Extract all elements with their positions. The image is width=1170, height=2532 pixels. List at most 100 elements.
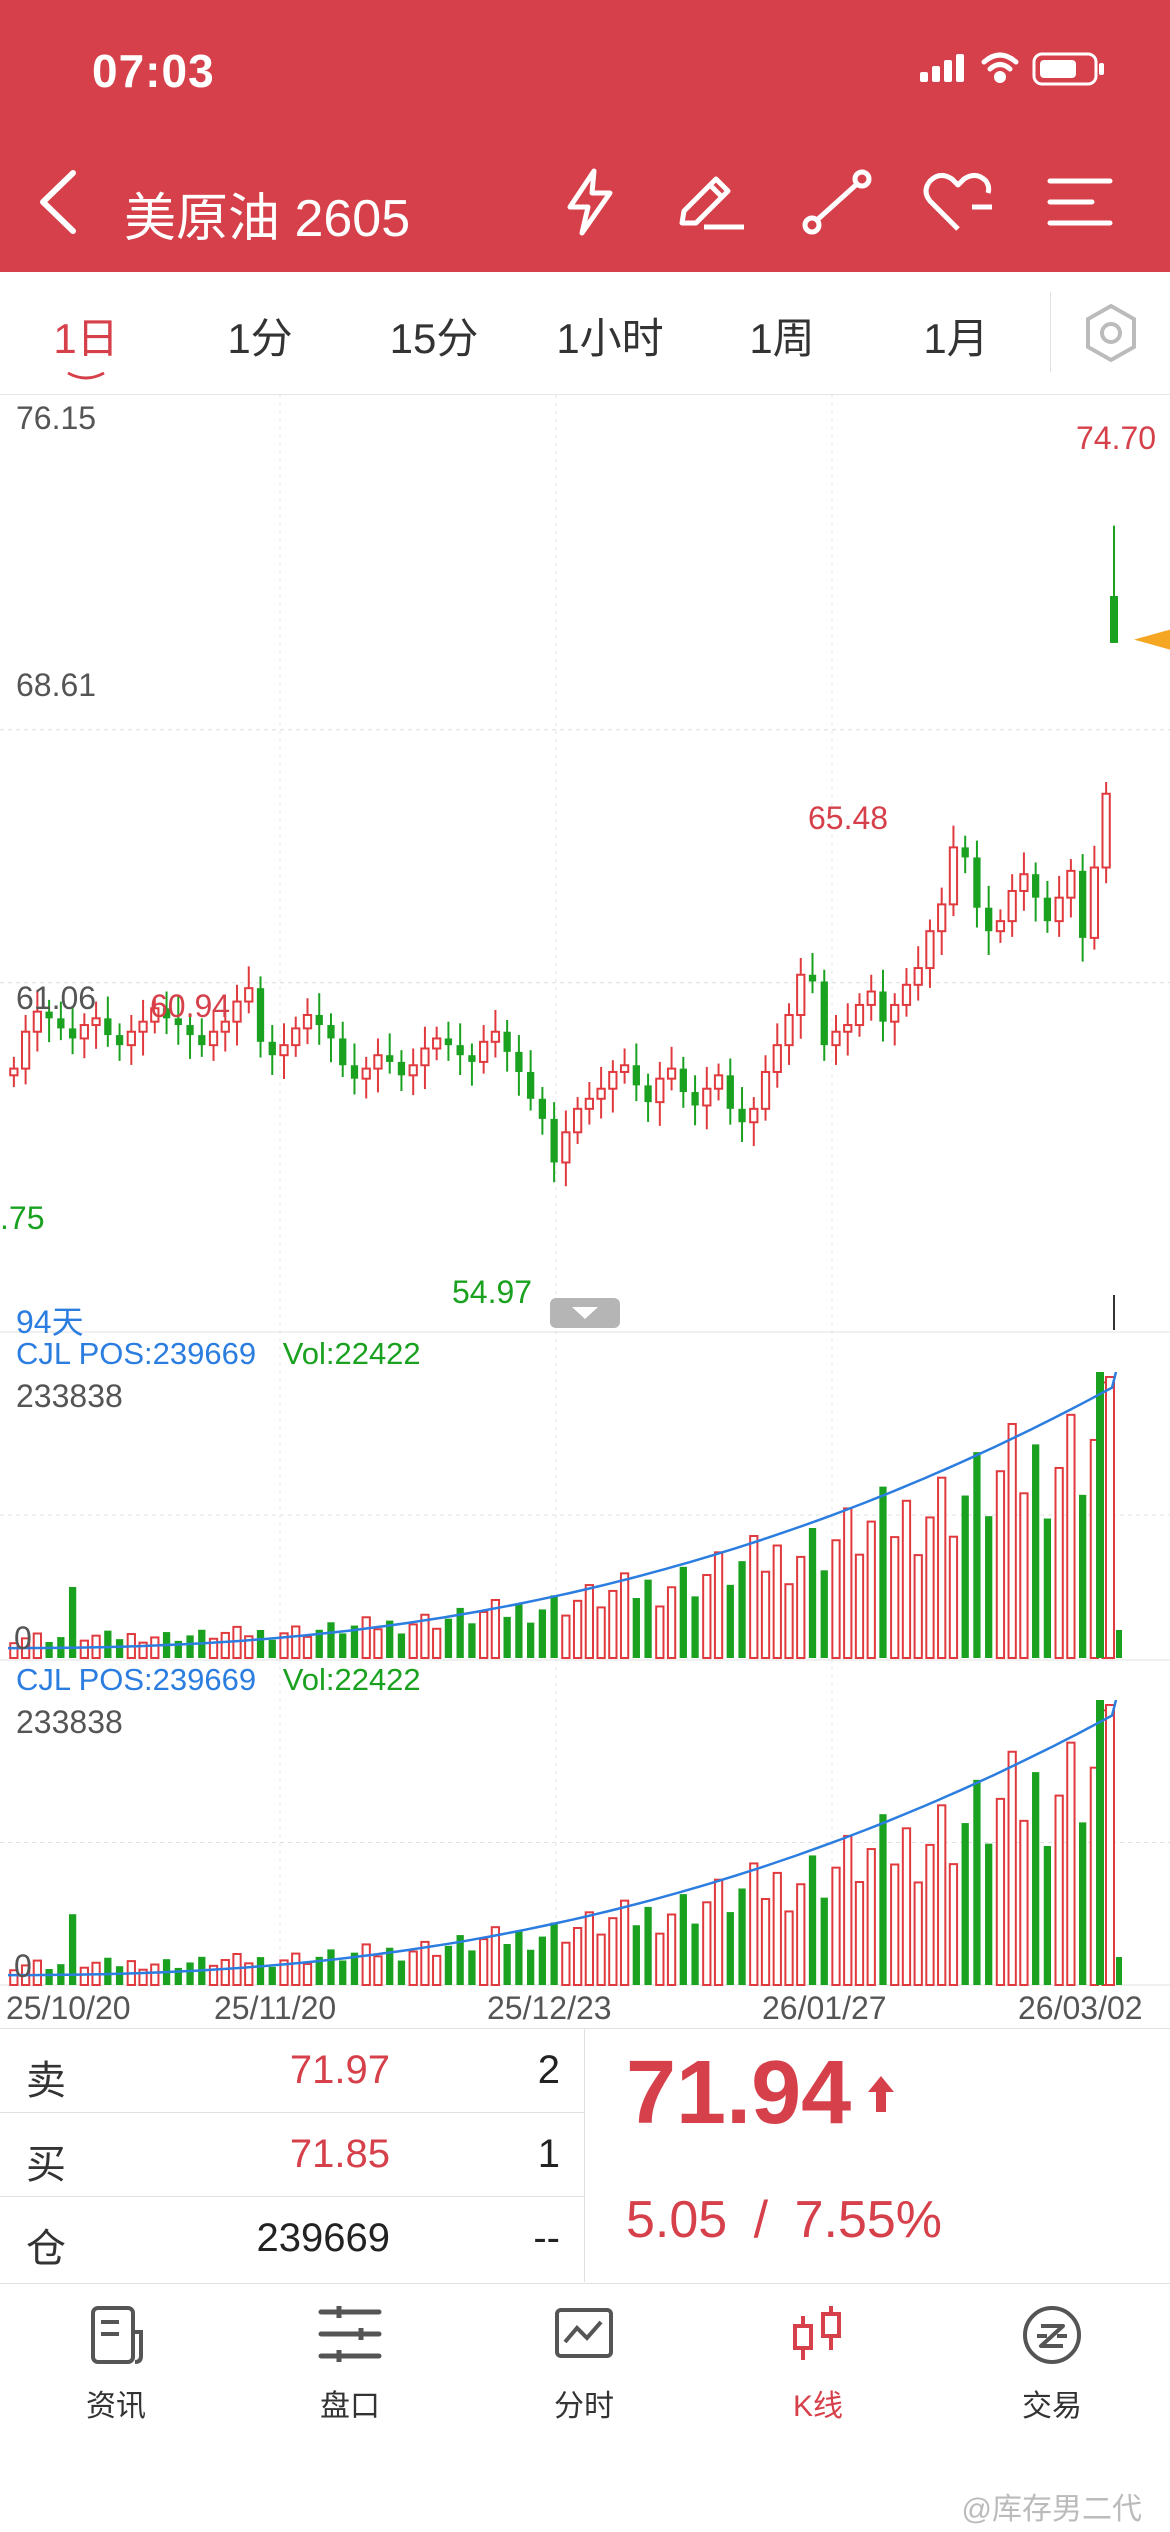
flash-button[interactable]: [550, 162, 630, 242]
tab-period-1d[interactable]: 1日: [53, 315, 119, 362]
volume-bar: [985, 1516, 993, 1658]
volume-bar: [913, 1554, 923, 1660]
volume-bar: [655, 1605, 665, 1660]
candle-up: [79, 1024, 89, 1040]
tab-timeshare[interactable]: 分时: [504, 2302, 664, 2425]
volume-bar: [444, 1945, 453, 1985]
volume-bar: [68, 1914, 77, 1985]
candle-up: [843, 1024, 853, 1033]
volume-bar: [1116, 1957, 1122, 1985]
candle-down: [550, 1118, 558, 1163]
volume-bar: [526, 1622, 535, 1658]
volume-bar: [9, 1642, 19, 1659]
candle-down: [644, 1085, 652, 1103]
candle-down: [45, 1011, 53, 1019]
volume-bar: [315, 1629, 323, 1658]
page-title: 美原油 2605: [124, 190, 411, 248]
volume-bar: [713, 1878, 724, 1986]
line-tool-icon: [802, 169, 872, 235]
tab-period-1w[interactable]: 1周: [749, 315, 815, 362]
period-bar: [0, 272, 1170, 395]
volume-bar: [268, 1639, 276, 1658]
volume-bar: [1007, 1422, 1017, 1660]
volume-bar: [937, 1476, 947, 1659]
volume-bar: [327, 1622, 335, 1658]
volume-bar: [68, 1586, 77, 1658]
tab-period-1m[interactable]: 1分: [227, 315, 293, 362]
tab-news[interactable]: 资讯: [36, 2302, 196, 2425]
volume-bar: [738, 1888, 746, 1985]
tab-kline[interactable]: K线: [738, 2302, 898, 2425]
candle-down: [327, 1025, 335, 1039]
kline-chart[interactable]: [0, 395, 1170, 2025]
volume-bar: [655, 1932, 665, 1987]
candle-up: [361, 1067, 371, 1080]
back-button[interactable]: [18, 162, 98, 242]
candle-up: [91, 1017, 101, 1027]
candle-up: [619, 1064, 630, 1073]
draw-button[interactable]: [672, 162, 752, 242]
candle-up: [948, 846, 959, 906]
candle-down: [268, 1041, 276, 1056]
volume-bar: [890, 1536, 900, 1660]
candle-down: [820, 981, 828, 1046]
tab-period-1h[interactable]: 1小时: [556, 315, 664, 362]
volume-bar: [420, 1940, 430, 1987]
candle-up: [901, 983, 912, 1006]
candle-up: [925, 930, 935, 970]
menu-button[interactable]: [1040, 162, 1120, 242]
candle-down: [115, 1035, 124, 1046]
row-divider: [0, 2112, 584, 2113]
candle-up: [32, 1010, 43, 1033]
candle-down: [57, 1018, 65, 1029]
candle-up: [596, 1087, 606, 1100]
candle-down: [397, 1061, 406, 1076]
tab-label: K线: [792, 2390, 843, 2423]
volume-bar: [644, 1579, 652, 1658]
tab-label: 交易: [1022, 2390, 1082, 2423]
volume-bar: [220, 1959, 230, 1986]
tab-trade[interactable]: 交易: [972, 2302, 1132, 2425]
tab-label: 资讯: [86, 2390, 146, 2423]
candle-down: [350, 1065, 359, 1079]
tab-orderbook[interactable]: 盘口: [270, 2302, 430, 2425]
volume-bar: [373, 1628, 383, 1659]
tab-period-1mo[interactable]: 1月: [923, 315, 989, 362]
sell-label: 卖: [26, 2059, 66, 2103]
volume-bar: [515, 1604, 523, 1658]
candle-down: [104, 1018, 112, 1036]
open-interest-label: 仓: [26, 2227, 66, 2271]
candle-up: [291, 1027, 301, 1047]
days-count-label: 94天: [16, 1304, 84, 1340]
buy-label: 买: [26, 2143, 66, 2187]
volume-bar: [503, 1616, 511, 1658]
candle-up: [890, 1003, 900, 1023]
candle-up: [1054, 896, 1064, 923]
volume-bar: [749, 1535, 759, 1659]
candle-up: [608, 1070, 618, 1090]
candle-down: [315, 1014, 323, 1026]
candle-up: [302, 1013, 313, 1030]
collapse-toggle-button[interactable]: [550, 1298, 620, 1328]
favorite-button[interactable]: [918, 162, 998, 242]
volume-bar: [408, 1950, 418, 1986]
volume-bar: [174, 1967, 182, 1985]
candle-up: [572, 1107, 583, 1134]
volume-bar: [702, 1901, 712, 1986]
volume-bar: [985, 1843, 993, 1985]
candle-down: [738, 1108, 746, 1123]
candle-up: [279, 1044, 289, 1057]
candle-up: [479, 1040, 489, 1063]
change-row: 5.05 / 7.55%: [626, 2190, 942, 2250]
volume-bar: [1043, 1518, 1052, 1658]
candle-down: [256, 988, 265, 1042]
candle-down: [985, 907, 993, 932]
chart-settings-button[interactable]: [1078, 300, 1144, 366]
position-line: [8, 1699, 1118, 1977]
tab-period-15m[interactable]: 15分: [389, 315, 479, 362]
last-price: 71.94: [626, 2043, 852, 2143]
volume-bar: [503, 1944, 511, 1985]
volume-bar: [1019, 1492, 1029, 1659]
volume-bar: [186, 1962, 194, 1985]
line-tool-button[interactable]: [798, 162, 878, 242]
